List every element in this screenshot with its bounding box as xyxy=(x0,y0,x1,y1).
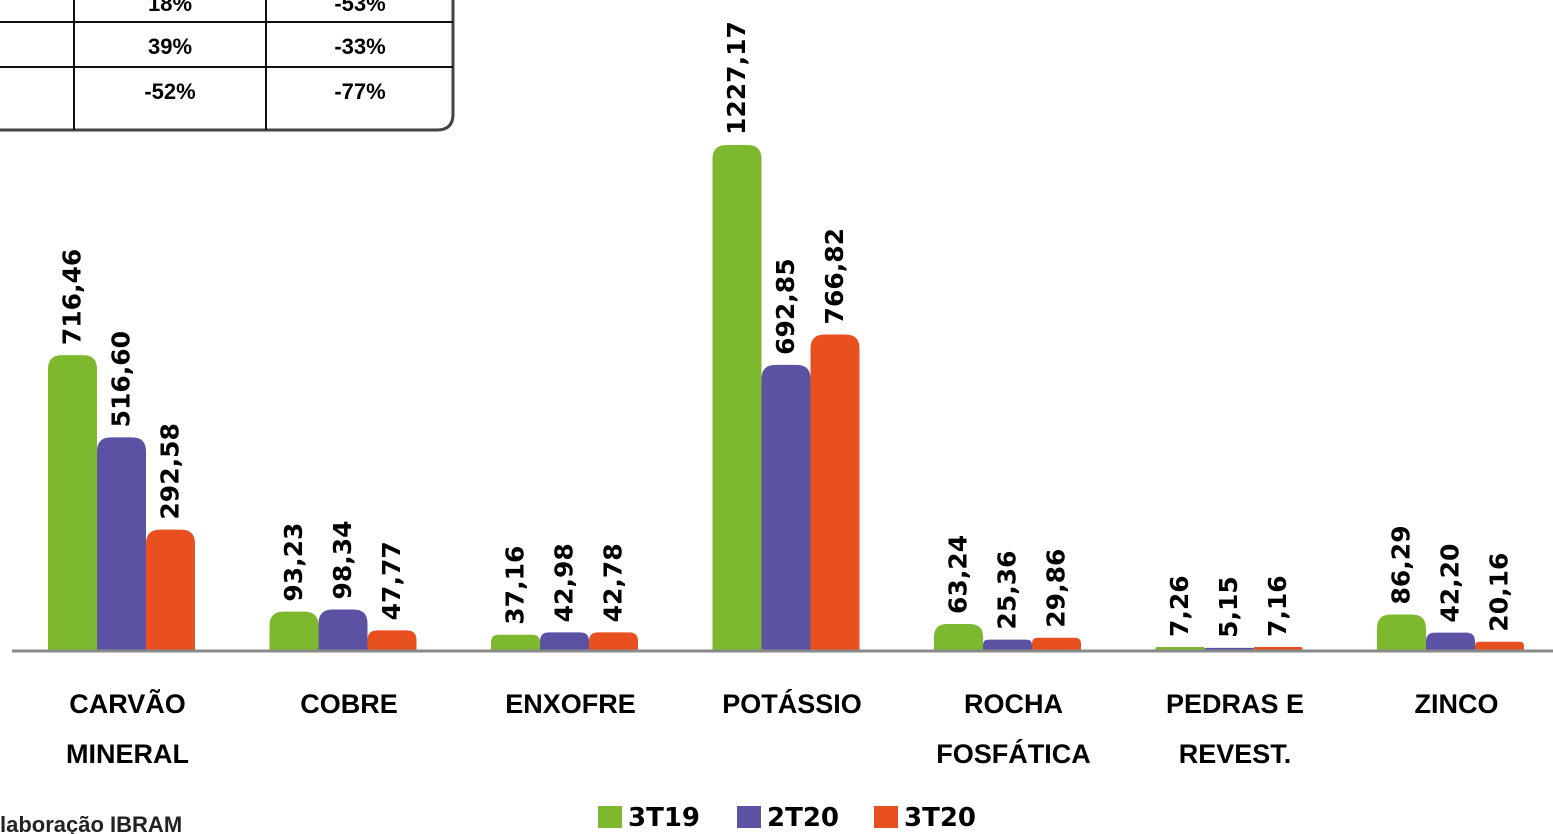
category-label: POTÁSSIO xyxy=(722,688,862,719)
data-label: 692,85 xyxy=(771,258,800,354)
bar-2t20-1 xyxy=(318,609,368,650)
data-label: 25,36 xyxy=(993,550,1022,629)
category-label: REVEST. xyxy=(1179,739,1292,769)
legend-label: 3T19 xyxy=(628,803,700,833)
data-label: 766,82 xyxy=(820,228,849,324)
category-label: MINERAL xyxy=(66,739,189,769)
bar-3t19-3 xyxy=(712,145,762,650)
bar-3t20-4 xyxy=(1032,637,1081,650)
data-label: 516,60 xyxy=(107,331,136,427)
data-label: 29,86 xyxy=(1042,549,1071,628)
category-label: COBRE xyxy=(300,689,398,719)
bar-2t20-5 xyxy=(1204,647,1254,650)
data-label: 5,15 xyxy=(1214,576,1243,638)
table-cell: -53% xyxy=(334,0,385,16)
bar-3t20-6 xyxy=(1475,641,1524,650)
table-cell: 39% xyxy=(148,34,192,59)
bar-2t20-0 xyxy=(97,437,146,650)
bar-3t19-5 xyxy=(1155,647,1205,650)
bar-3t19-0 xyxy=(48,355,97,650)
table-cell: 18% xyxy=(148,0,192,16)
category-label: ZINCO xyxy=(1415,689,1499,719)
table-cell: -52% xyxy=(144,79,195,104)
data-label: 37,16 xyxy=(501,546,530,625)
data-label: 42,98 xyxy=(550,543,579,622)
bar-2t20-2 xyxy=(540,632,589,650)
bar-3t19-1 xyxy=(269,611,319,650)
data-label: 1227,17 xyxy=(722,21,751,135)
category-label: CARVÃO xyxy=(69,688,186,719)
bar-3t19-4 xyxy=(934,623,983,650)
data-label: 42,78 xyxy=(599,543,628,622)
category-label: FOSFÁTICA xyxy=(936,738,1091,769)
data-label: 292,58 xyxy=(156,423,185,519)
data-label: 7,26 xyxy=(1165,575,1194,637)
legend: 3T19 2T20 3T20 xyxy=(598,803,976,833)
bars: 716,46 516,60 292,58 93,23 98,34 47,77 37,16 42… xyxy=(48,21,1524,650)
bar-2t20-4 xyxy=(983,639,1032,650)
table-border xyxy=(0,0,455,132)
data-label: 42,20 xyxy=(1436,544,1465,623)
category-label: ENXOFRE xyxy=(505,689,636,719)
bar-2t20-3 xyxy=(761,364,811,650)
bar-3t20-0 xyxy=(146,529,195,650)
bar-3t20-5 xyxy=(1253,647,1303,650)
bar-3t20-2 xyxy=(589,632,638,650)
legend-swatch-3t19 xyxy=(598,806,622,828)
data-label: 47,77 xyxy=(377,541,406,620)
data-label: 7,16 xyxy=(1263,575,1292,637)
bar-3t20-3 xyxy=(810,334,860,650)
bar-3t19-2 xyxy=(491,634,540,650)
table-cell: -77% xyxy=(334,79,385,104)
source-note: laboração IBRAM xyxy=(0,812,182,834)
data-label: 63,24 xyxy=(944,535,973,614)
data-label: 86,29 xyxy=(1387,525,1416,604)
data-label: 20,16 xyxy=(1485,553,1514,632)
legend-swatch-2t20 xyxy=(737,806,761,828)
bar-3t20-1 xyxy=(367,630,417,650)
data-label: 93,23 xyxy=(279,523,308,602)
data-label: 716,46 xyxy=(58,249,87,345)
bar-3t19-6 xyxy=(1377,614,1426,650)
bar-2t20-6 xyxy=(1426,632,1475,650)
category-labels: CARVÃO MINERAL COBRE ENXOFRE POTÁSSIO ROCHA FO… xyxy=(66,688,1499,769)
table-cell: -33% xyxy=(334,34,385,59)
category-label: PEDRAS E xyxy=(1166,689,1304,719)
category-label: ROCHA xyxy=(964,689,1063,719)
data-label: 98,34 xyxy=(328,520,357,599)
legend-label: 3T20 xyxy=(904,803,976,833)
variation-table: 18% -53% 39% -33% -52% -77% xyxy=(0,0,455,132)
legend-swatch-3t20 xyxy=(874,806,898,828)
legend-label: 2T20 xyxy=(767,803,839,833)
